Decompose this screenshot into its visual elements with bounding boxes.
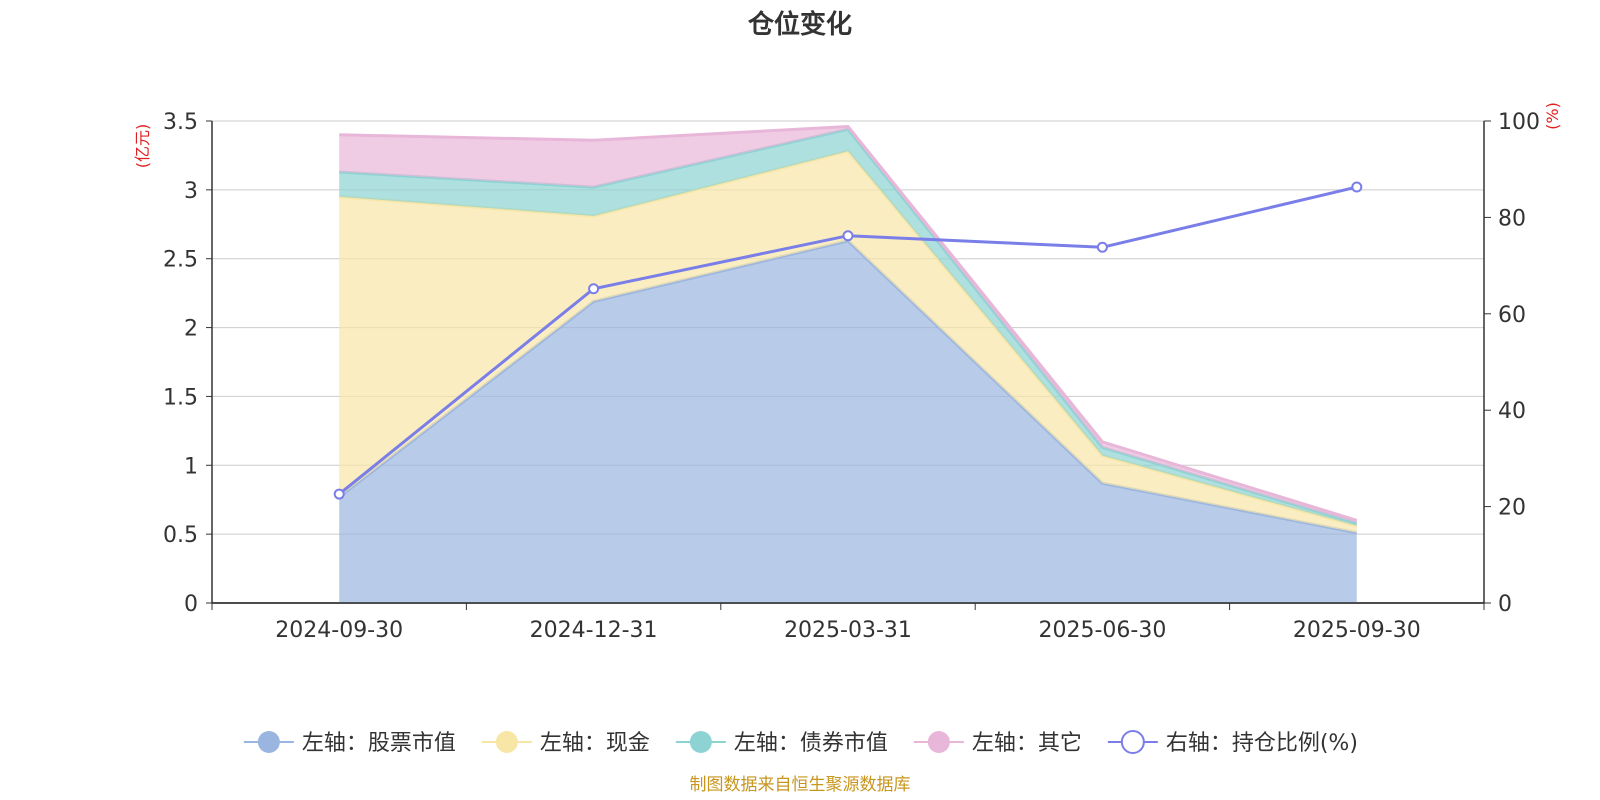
legend-label: 左轴：股票市值 [302,731,456,756]
right-tick-label: 80 [1498,206,1526,231]
left-tick-label: 0 [184,592,198,617]
left-tick-label: 2 [184,317,198,342]
right-tick-label: 20 [1498,496,1526,521]
left-tick-label: 1.5 [163,385,198,410]
legend-marker [927,731,950,753]
legend-label: 左轴：债券市值 [734,731,888,756]
legend-label: 右轴：持仓比例(%) [1166,731,1358,756]
ratio-point [588,283,600,295]
ratio-point [333,488,345,500]
axes: 0 0.5 1 1.5 2 2.5 3 3.5 0 20 40 60 80 100 2024-09-30 20… [163,110,1540,643]
holding-ratio-line [333,181,1363,500]
x-tick-label: 2025-09-30 [1293,618,1421,643]
area-series-3 [339,126,1357,524]
legend-marker [495,731,518,753]
legend: 左轴：股票市值 左轴：现金 左轴：债券市值 左轴：其它 右轴：持仓比例(%) [243,730,1358,756]
right-axis-unit: (%) [1543,102,1562,130]
stacked-areas [338,124,1358,603]
area-series-3-edge [339,124,1358,522]
legend-marker [689,731,712,753]
left-axis-unit: (亿元) [133,124,152,169]
source-note: 制图数据来自恒生聚源数据库 [690,775,911,795]
right-tick-label: 0 [1498,592,1512,617]
ratio-point [1351,181,1363,193]
legend-label: 左轴：其它 [972,731,1082,756]
left-tick-label: 3.5 [163,110,198,135]
legend-marker [1120,730,1145,754]
legend-marker [257,731,280,753]
left-tick-label: 1 [184,454,198,479]
ratio-point [1096,241,1108,253]
left-tick-label: 2.5 [163,248,198,273]
x-tick-label: 2024-09-30 [275,618,403,643]
chart-title: 仓位变化 [747,9,852,40]
right-tick-label: 40 [1498,399,1526,424]
area-series-1 [339,151,1357,533]
x-tick-label: 2025-06-30 [1038,618,1166,643]
x-tick-label: 2024-12-31 [530,618,658,643]
area-series-0 [339,240,1357,603]
ratio-point [842,230,854,242]
legend-label: 左轴：现金 [540,731,650,756]
x-tick-label: 2025-03-31 [784,618,912,643]
left-tick-label: 0.5 [163,523,198,548]
left-tick-label: 3 [184,179,198,204]
right-tick-label: 60 [1498,303,1526,328]
right-tick-label: 100 [1498,110,1540,135]
